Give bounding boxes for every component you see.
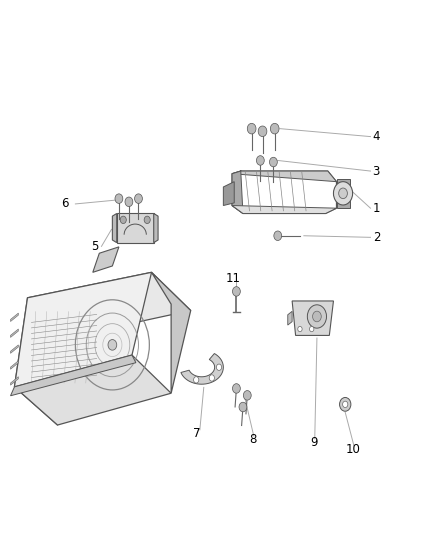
Polygon shape [113, 214, 117, 243]
Circle shape [233, 287, 240, 296]
Circle shape [115, 194, 123, 204]
Circle shape [339, 188, 347, 199]
Text: 9: 9 [310, 436, 318, 449]
Polygon shape [223, 182, 234, 206]
Text: 11: 11 [226, 272, 240, 285]
Polygon shape [232, 171, 336, 182]
Circle shape [343, 401, 348, 408]
Circle shape [310, 326, 314, 332]
Circle shape [194, 377, 199, 383]
Text: 6: 6 [61, 197, 69, 211]
Circle shape [134, 194, 142, 204]
Polygon shape [117, 214, 154, 243]
Circle shape [239, 402, 247, 412]
Circle shape [333, 182, 353, 205]
Polygon shape [152, 272, 191, 393]
Text: 2: 2 [373, 231, 380, 244]
Polygon shape [14, 272, 152, 387]
Polygon shape [14, 355, 171, 425]
Polygon shape [336, 179, 350, 208]
Polygon shape [11, 377, 18, 385]
Circle shape [247, 123, 256, 134]
Text: 1: 1 [373, 201, 380, 215]
Text: 8: 8 [249, 433, 256, 446]
Polygon shape [292, 301, 333, 335]
Polygon shape [181, 353, 223, 384]
Circle shape [269, 157, 277, 167]
Circle shape [313, 311, 321, 322]
Circle shape [244, 391, 251, 400]
Circle shape [274, 231, 282, 240]
Polygon shape [11, 313, 18, 321]
Text: 3: 3 [373, 165, 380, 177]
Circle shape [144, 216, 150, 223]
Text: 10: 10 [346, 443, 360, 456]
Circle shape [216, 364, 222, 370]
Polygon shape [11, 345, 18, 353]
Circle shape [125, 197, 133, 207]
Circle shape [270, 123, 279, 134]
Polygon shape [93, 247, 119, 272]
Circle shape [339, 398, 351, 411]
Circle shape [120, 216, 126, 223]
Polygon shape [11, 361, 18, 369]
Circle shape [108, 340, 117, 350]
Polygon shape [288, 311, 292, 325]
Text: 4: 4 [373, 130, 380, 143]
Polygon shape [28, 272, 191, 336]
Circle shape [307, 305, 326, 328]
Polygon shape [232, 171, 243, 214]
Polygon shape [154, 214, 158, 243]
Polygon shape [11, 329, 18, 337]
Polygon shape [11, 355, 136, 396]
Circle shape [209, 375, 215, 381]
Circle shape [298, 326, 302, 332]
Circle shape [256, 156, 264, 165]
Circle shape [258, 126, 267, 136]
Polygon shape [14, 298, 73, 425]
Text: 7: 7 [194, 427, 201, 440]
Circle shape [233, 384, 240, 393]
Text: 5: 5 [92, 240, 99, 253]
Polygon shape [232, 206, 336, 214]
